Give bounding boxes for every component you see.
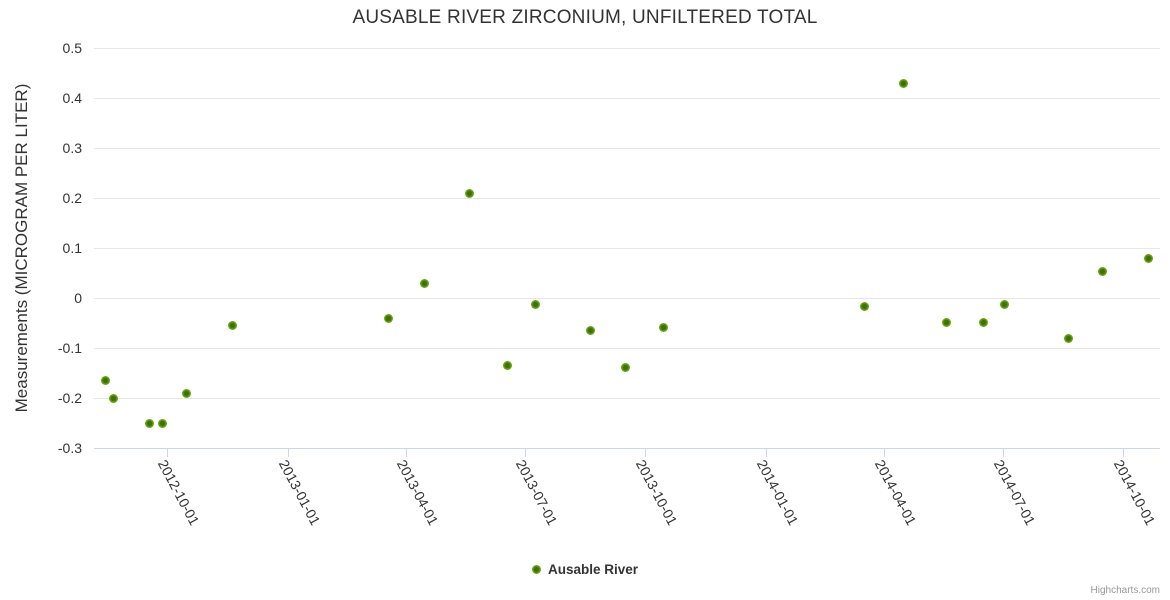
y-axis-tick-label: -0.3 xyxy=(57,440,82,456)
scatter-point[interactable] xyxy=(585,326,595,335)
x-axis-tick xyxy=(288,448,289,457)
y-gridline xyxy=(94,48,1160,49)
x-axis-tick xyxy=(645,448,646,457)
y-gridline xyxy=(94,348,1160,349)
x-axis-tick-label: 2013-04-01 xyxy=(393,457,442,528)
y-gridline xyxy=(94,298,1160,299)
x-axis-tick-label: 2014-04-01 xyxy=(871,457,920,528)
scatter-point[interactable] xyxy=(1097,266,1107,276)
y-gridline xyxy=(94,198,1160,199)
scatter-point[interactable] xyxy=(659,322,669,332)
y-axis-tick-label: -0.1 xyxy=(57,340,82,356)
scatter-point[interactable] xyxy=(101,376,111,385)
scatter-point[interactable] xyxy=(157,418,167,428)
x-axis-tick xyxy=(766,448,767,457)
scatter-point[interactable] xyxy=(1143,253,1153,263)
scatter-point[interactable] xyxy=(859,301,869,311)
scatter-point[interactable] xyxy=(109,393,119,403)
scatter-point[interactable] xyxy=(530,299,540,309)
scatter-point[interactable] xyxy=(1063,333,1073,343)
scatter-point[interactable] xyxy=(898,78,908,88)
legend-marker-icon xyxy=(531,565,541,574)
x-axis-tick xyxy=(884,448,885,457)
y-axis-tick-label: 0.4 xyxy=(62,90,82,106)
y-axis-tick-label: 0.5 xyxy=(62,40,82,56)
x-axis-tick xyxy=(1003,448,1004,457)
x-axis-tick-label: 2013-07-01 xyxy=(512,457,561,528)
x-axis-tick xyxy=(406,448,407,457)
y-gridline xyxy=(94,98,1160,99)
y-axis-tick-label: 0.1 xyxy=(62,240,82,256)
highcharts-credits-link[interactable]: Highcharts.com xyxy=(1090,585,1160,596)
x-axis-line xyxy=(94,448,1160,449)
scatter-point[interactable] xyxy=(182,388,192,398)
scatter-point[interactable] xyxy=(978,317,988,327)
y-axis-tick-label: 0 xyxy=(74,290,82,306)
y-gridline xyxy=(94,148,1160,149)
x-axis-tick-label: 2013-10-01 xyxy=(632,457,681,528)
x-axis-tick xyxy=(1123,448,1124,457)
x-axis-tick-label: 2014-07-01 xyxy=(990,457,1039,528)
scatter-point[interactable] xyxy=(144,418,154,428)
scatter-point[interactable] xyxy=(419,278,429,288)
scatter-point[interactable] xyxy=(621,362,631,372)
chart-title: AUSABLE RIVER ZIRCONIUM, UNFILTERED TOTA… xyxy=(352,7,818,28)
scatter-point[interactable] xyxy=(942,317,952,327)
y-axis-tick-label: 0.3 xyxy=(62,140,82,156)
y-axis-tick-label: 0.2 xyxy=(62,190,82,206)
x-axis-tick-label: 2012-10-01 xyxy=(154,457,203,528)
scatter-point[interactable] xyxy=(999,299,1009,309)
y-axis-tick-label: -0.2 xyxy=(57,390,82,406)
x-axis-tick xyxy=(167,448,168,457)
legend-series-label: Ausable River xyxy=(547,562,639,577)
scatter-point[interactable] xyxy=(503,361,513,370)
scatter-point[interactable] xyxy=(465,188,475,198)
x-axis-tick-label: 2013-01-01 xyxy=(275,457,324,528)
x-axis-tick-label: 2014-01-01 xyxy=(753,457,802,528)
y-gridline xyxy=(94,248,1160,249)
legend-item-ausable-river[interactable]: Ausable River xyxy=(0,562,1170,577)
x-axis-tick-label: 2014-10-01 xyxy=(1110,457,1159,528)
scatter-point[interactable] xyxy=(228,321,238,330)
scatter-point[interactable] xyxy=(384,313,394,323)
y-gridline xyxy=(94,398,1160,399)
x-axis-tick xyxy=(525,448,526,457)
